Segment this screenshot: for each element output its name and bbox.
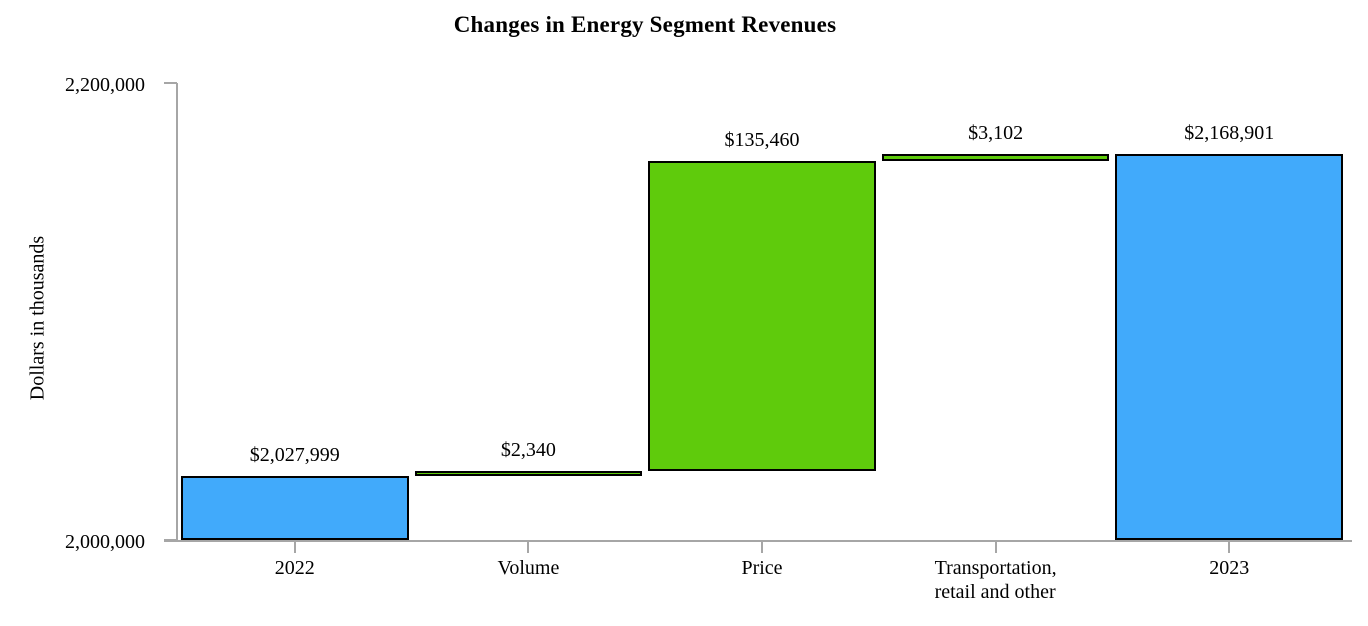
x-axis-tick <box>1228 541 1231 553</box>
x-axis-category-text: Price <box>741 557 783 579</box>
y-axis-tick <box>164 82 177 84</box>
bar-price <box>648 161 876 471</box>
x-axis-category-text: Volume <box>497 557 560 579</box>
x-axis-category-text: 2023 <box>1209 557 1250 579</box>
y-axis-title: Dollars in thousands <box>26 235 49 401</box>
bar-2022 <box>181 476 409 540</box>
x-axis-category-label: 2023 <box>1209 556 1249 580</box>
x-axis-tick <box>761 541 763 553</box>
bar-value-label: $2,340 <box>500 438 556 461</box>
x-axis-tick <box>293 541 296 553</box>
x-axis-line <box>164 540 1352 542</box>
x-axis-tick <box>994 541 997 553</box>
x-axis-category-text: Transportation, retail and other <box>934 557 1057 603</box>
bar-2023 <box>1115 154 1343 540</box>
y-axis-tick <box>164 539 177 541</box>
bar-value-label: $3,102 <box>968 122 1024 145</box>
x-axis-category-label: Volume <box>497 556 559 580</box>
bar-value-label: $135,460 <box>724 129 800 152</box>
plot-area: $2,027,999 2022 $2,340 Volume $135,460 Price $… <box>65 74 1352 603</box>
y-axis-tick-label: 2,000,000 <box>65 531 145 553</box>
x-axis-category-label: Transportation, retail and other <box>935 556 1057 604</box>
bar-transportation <box>881 154 1110 162</box>
y-axis-line <box>176 83 178 542</box>
bar-volume <box>414 470 643 477</box>
chart-title: Changes in Energy Segment Revenues <box>453 12 837 37</box>
x-axis-category-label: Price <box>741 556 782 580</box>
y-axis-tick-label: 2,200,000 <box>65 74 145 96</box>
x-axis-category-text: 2022 <box>274 557 315 579</box>
bar-value-label: $2,168,901 <box>1184 122 1275 145</box>
x-axis-category-label: 2022 <box>275 556 315 580</box>
bar-value-label: $2,027,999 <box>249 444 340 467</box>
x-axis-tick <box>527 541 530 553</box>
